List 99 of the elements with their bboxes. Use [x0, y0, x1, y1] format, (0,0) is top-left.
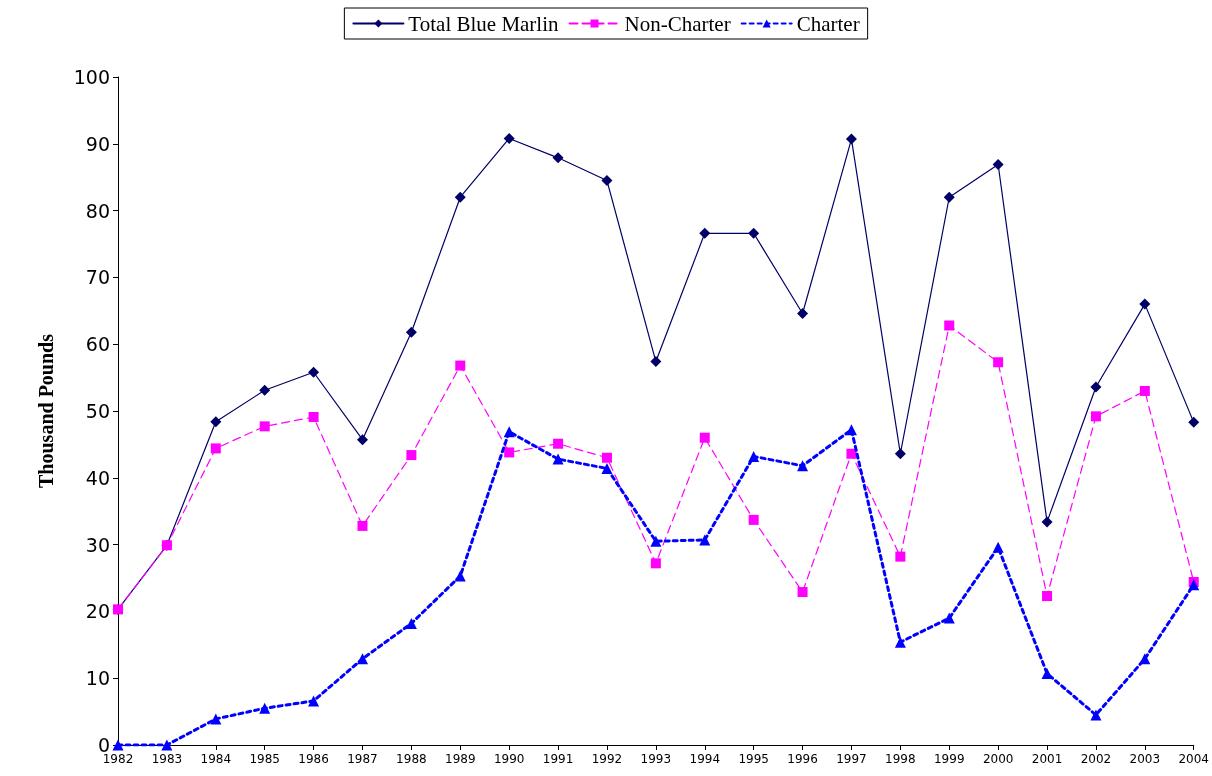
- point: [943, 612, 955, 624]
- point: [650, 558, 661, 569]
- point: [1041, 516, 1053, 528]
- x-tick-label: 1993: [640, 752, 672, 766]
- x-tick-label: 1988: [396, 752, 427, 766]
- point: [650, 535, 662, 547]
- legend-label: Total Blue Marlin: [408, 11, 560, 36]
- point: [601, 175, 613, 187]
- point: [356, 653, 368, 665]
- point: [161, 739, 173, 751]
- point: [943, 191, 955, 203]
- point: [308, 366, 320, 378]
- point: [210, 713, 222, 725]
- point: [601, 462, 613, 474]
- x-tick-label: 1984: [200, 752, 232, 766]
- x-tick-label: 2004: [1178, 752, 1209, 766]
- point: [308, 412, 319, 423]
- x-tick-label: 2001: [1031, 752, 1063, 766]
- point: [748, 227, 760, 239]
- point: [210, 443, 221, 454]
- point: [1188, 416, 1200, 428]
- point: [503, 132, 515, 144]
- point: [1090, 381, 1102, 393]
- point: [845, 424, 857, 436]
- point: [210, 416, 222, 428]
- x-tick-label: 1991: [542, 752, 574, 766]
- point: [1090, 411, 1101, 422]
- point: [748, 514, 759, 525]
- point: [553, 438, 564, 449]
- y-tick-label: 80: [85, 199, 110, 222]
- point: [894, 448, 906, 460]
- y-tick-label: 20: [85, 600, 110, 623]
- point: [455, 360, 466, 371]
- point: [650, 356, 662, 368]
- point: [259, 421, 270, 432]
- x-tick-label: 1989: [445, 752, 476, 766]
- x-tick-label: 1982: [102, 752, 134, 766]
- point: [112, 739, 124, 751]
- x-tick-label: 2000: [982, 752, 1014, 766]
- point: [259, 702, 271, 714]
- point: [259, 384, 271, 396]
- x-tick-label: 1983: [151, 752, 183, 766]
- y-tick-label: 90: [85, 132, 110, 155]
- point: [894, 636, 906, 648]
- point: [944, 320, 955, 331]
- point: [405, 326, 417, 338]
- point: [1090, 709, 1102, 721]
- x-tick-label: 2002: [1080, 752, 1112, 766]
- point: [797, 460, 809, 472]
- x-tick-label: 2003: [1129, 752, 1161, 766]
- point: [748, 450, 760, 462]
- y-tick-label: 60: [85, 333, 110, 356]
- point: [895, 551, 906, 562]
- point: [1042, 591, 1053, 602]
- point: [406, 450, 417, 461]
- x-tick-label: 1994: [689, 752, 721, 766]
- legend-label: Charter: [796, 11, 860, 36]
- y-tick-label: 10: [85, 667, 110, 690]
- y-axis-title: Thousand Pounds: [35, 333, 57, 488]
- point: [797, 307, 809, 319]
- point: [845, 133, 857, 145]
- point: [503, 426, 515, 438]
- y-tick-label: 50: [85, 400, 110, 422]
- y-tick-label: 70: [85, 266, 110, 289]
- point: [504, 447, 515, 458]
- y-tick-label: 100: [73, 66, 110, 88]
- point: [846, 448, 857, 459]
- x-tick-label: 1992: [591, 752, 623, 766]
- x-tick-label: 1996: [787, 752, 818, 766]
- legend-label: Non-Charter: [624, 11, 731, 36]
- point: [992, 159, 1004, 171]
- point: [552, 453, 564, 465]
- point: [454, 191, 466, 203]
- point: [699, 227, 711, 239]
- y-tick-label: 30: [85, 533, 110, 556]
- point: [1139, 385, 1150, 396]
- point: [552, 152, 564, 164]
- point: [1139, 298, 1151, 310]
- x-tick-label: 1997: [836, 752, 867, 766]
- point: [699, 432, 710, 443]
- point: [1139, 653, 1151, 665]
- x-tick-label: 1987: [347, 752, 378, 766]
- point: [357, 520, 368, 531]
- point: [356, 434, 368, 446]
- point: [405, 617, 417, 629]
- point: [797, 587, 808, 598]
- y-tick-label: 40: [85, 466, 110, 489]
- point: [308, 695, 320, 707]
- x-tick-label: 1995: [738, 752, 769, 766]
- x-tick-label: 1990: [493, 752, 525, 766]
- point: [992, 541, 1004, 553]
- x-tick-label: 1986: [298, 752, 329, 766]
- x-tick-label: 1998: [885, 752, 916, 766]
- x-tick-label: 1999: [933, 752, 965, 766]
- point: [993, 357, 1004, 368]
- x-tick-label: 1985: [249, 752, 280, 766]
- point: [699, 534, 711, 546]
- point: [601, 452, 612, 463]
- point: [454, 570, 466, 582]
